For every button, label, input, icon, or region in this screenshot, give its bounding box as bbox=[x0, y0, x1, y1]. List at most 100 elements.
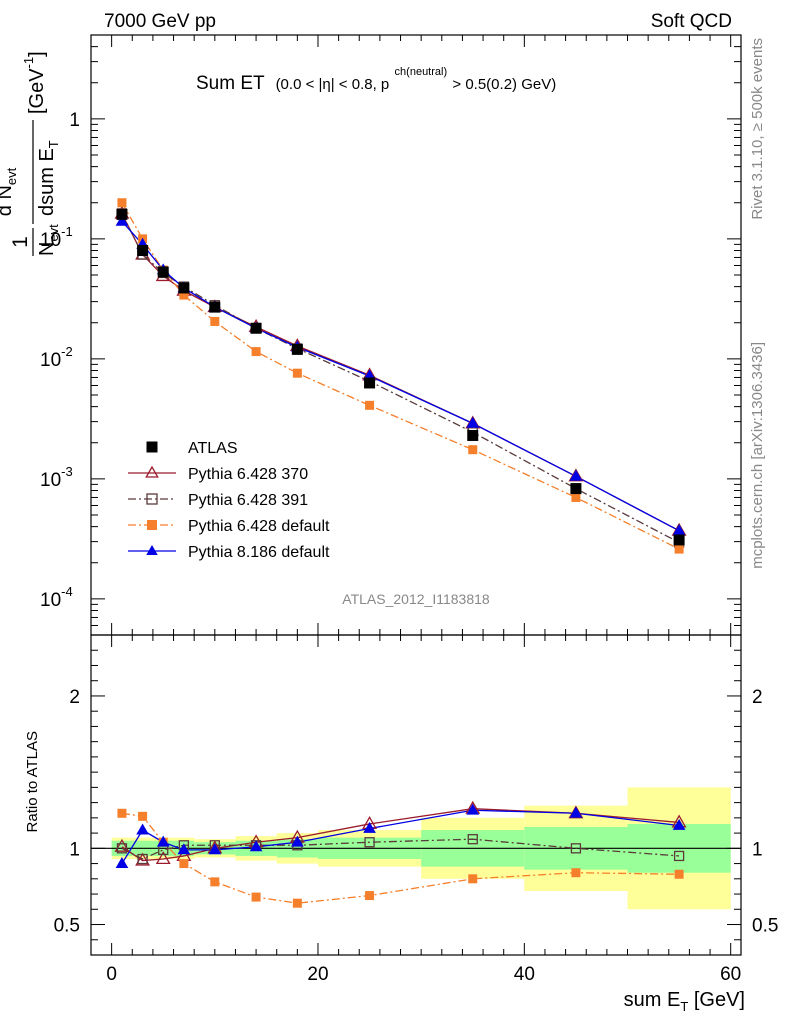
data-point bbox=[673, 850, 685, 862]
series-markers bbox=[114, 198, 687, 908]
data-point bbox=[569, 806, 583, 818]
data-point bbox=[363, 821, 376, 833]
data-point bbox=[291, 835, 304, 847]
ratio-plot-frame bbox=[90, 634, 742, 956]
upper-y-tick-exponent: -1 bbox=[61, 224, 73, 239]
ratio-y-tick-label-right: 0.5 bbox=[752, 916, 778, 937]
data-point bbox=[364, 377, 376, 389]
series-line-upper bbox=[121, 220, 680, 532]
plot-title: Sum ET (0.0 < |η| < 0.8, p ch(neutral) >… bbox=[196, 59, 556, 94]
plot-title-main: Sum ET bbox=[196, 73, 265, 94]
data-point bbox=[147, 520, 157, 530]
data-point bbox=[291, 343, 303, 355]
y-title-one: 1 bbox=[9, 236, 32, 248]
legend-label: Pythia 8.186 default bbox=[188, 544, 330, 561]
data-point bbox=[155, 851, 171, 865]
header-left: 7000 GeV pp bbox=[104, 11, 216, 32]
data-point bbox=[672, 524, 686, 536]
data-point bbox=[249, 840, 263, 852]
upper-y-tick-exponent: -2 bbox=[61, 344, 73, 359]
x-axis-title: sum ET [GeV] bbox=[624, 989, 745, 1014]
plot-title-cut-a: (0.0 < |η| < 0.8, p bbox=[276, 76, 390, 93]
data-point bbox=[672, 818, 686, 830]
upper-y-tick-label: 10-2 bbox=[40, 344, 73, 371]
data-point bbox=[116, 843, 128, 854]
side-top-note: Rivet 3.1.10, ≥ 500k events bbox=[749, 38, 766, 220]
data-point bbox=[571, 492, 581, 502]
upper-y-tick-label: 1 bbox=[69, 110, 80, 131]
data-point bbox=[157, 266, 169, 278]
y-title-dn: d Nevt bbox=[0, 167, 19, 216]
x-tick-label: 0 bbox=[106, 964, 117, 985]
ratio-y-tick-label: 0.5 bbox=[54, 916, 80, 937]
data-point bbox=[571, 868, 581, 878]
data-point bbox=[250, 322, 262, 334]
data-point bbox=[251, 892, 261, 902]
data-point bbox=[135, 852, 151, 866]
y-title-dsum: dsum ET bbox=[36, 140, 61, 216]
header-right: Soft QCD bbox=[651, 11, 732, 32]
data-point bbox=[674, 869, 684, 879]
side-bottom-note: mcplots.cern.ch [arXiv:1306.3436] bbox=[749, 342, 766, 569]
data-point bbox=[674, 544, 684, 554]
data-point bbox=[146, 545, 158, 555]
y-title-nevt: Nevt bbox=[36, 224, 61, 256]
legend-label: Pythia 6.428 default bbox=[188, 518, 330, 535]
upper-y-tick-label: 10-4 bbox=[40, 584, 73, 611]
data-point bbox=[146, 441, 158, 453]
data-point bbox=[251, 347, 261, 357]
ratio-y-tick-label-right: 1 bbox=[752, 839, 763, 860]
data-point bbox=[466, 416, 480, 428]
data-point bbox=[569, 469, 583, 481]
data-point bbox=[114, 838, 130, 852]
plot-title-cut-b: > 0.5(0.2) GeV) bbox=[452, 76, 556, 93]
data-point bbox=[468, 874, 478, 884]
data-point bbox=[570, 483, 582, 495]
upper-y-tick-exponent: -3 bbox=[61, 464, 73, 479]
data-point bbox=[208, 843, 222, 855]
ratio-y-tick-label-right: 2 bbox=[752, 687, 763, 708]
ratio-y-tick-label: 2 bbox=[69, 687, 80, 708]
data-point bbox=[466, 803, 480, 815]
data-point bbox=[292, 368, 302, 378]
data-point bbox=[467, 834, 478, 845]
data-point bbox=[136, 823, 149, 835]
data-point bbox=[292, 898, 302, 908]
data-point bbox=[364, 837, 375, 848]
data-point bbox=[209, 301, 221, 313]
y-title-unit: [GeV-1] bbox=[21, 51, 48, 114]
data-point bbox=[137, 245, 149, 257]
data-point bbox=[156, 835, 170, 847]
ratio-y-title: Ratio to ATLAS bbox=[24, 731, 41, 832]
legend-label: ATLAS bbox=[188, 440, 238, 457]
legend-label: Pythia 6.428 391 bbox=[188, 492, 308, 509]
data-point bbox=[177, 843, 191, 855]
x-tick-label: 60 bbox=[720, 964, 741, 985]
x-tick-label: 20 bbox=[307, 964, 328, 985]
data-point bbox=[145, 465, 159, 478]
data-point bbox=[673, 534, 685, 546]
upper-axis-ticks: 110-110-210-310-4 bbox=[40, 34, 741, 636]
series-line-upper bbox=[121, 213, 680, 532]
data-point bbox=[210, 316, 220, 326]
analysis-id: ATLAS_2012_I1183818 bbox=[342, 591, 490, 607]
data-point bbox=[117, 808, 127, 818]
data-point bbox=[146, 493, 158, 505]
data-point bbox=[178, 282, 190, 294]
legend: ATLAS Pythia 6.428 370 Pythia 6.428 391 Pyt… bbox=[128, 440, 330, 561]
data-point bbox=[210, 877, 220, 887]
upper-y-tick-exponent: -4 bbox=[61, 584, 73, 599]
ratio-y-tick-label: 1 bbox=[69, 839, 80, 860]
data-point bbox=[365, 400, 375, 410]
data-point bbox=[467, 429, 479, 441]
data-point bbox=[115, 214, 129, 226]
upper-y-title: 1 Nevt d Nevt dsum ET [GeV-1] bbox=[0, 51, 61, 256]
data-point bbox=[179, 290, 189, 300]
data-point bbox=[179, 859, 189, 869]
data-point bbox=[116, 208, 128, 220]
data-point bbox=[137, 853, 148, 865]
data-point bbox=[115, 856, 129, 868]
legend-label: Pythia 6.428 370 bbox=[188, 466, 308, 483]
x-tick-label: 40 bbox=[514, 964, 535, 985]
